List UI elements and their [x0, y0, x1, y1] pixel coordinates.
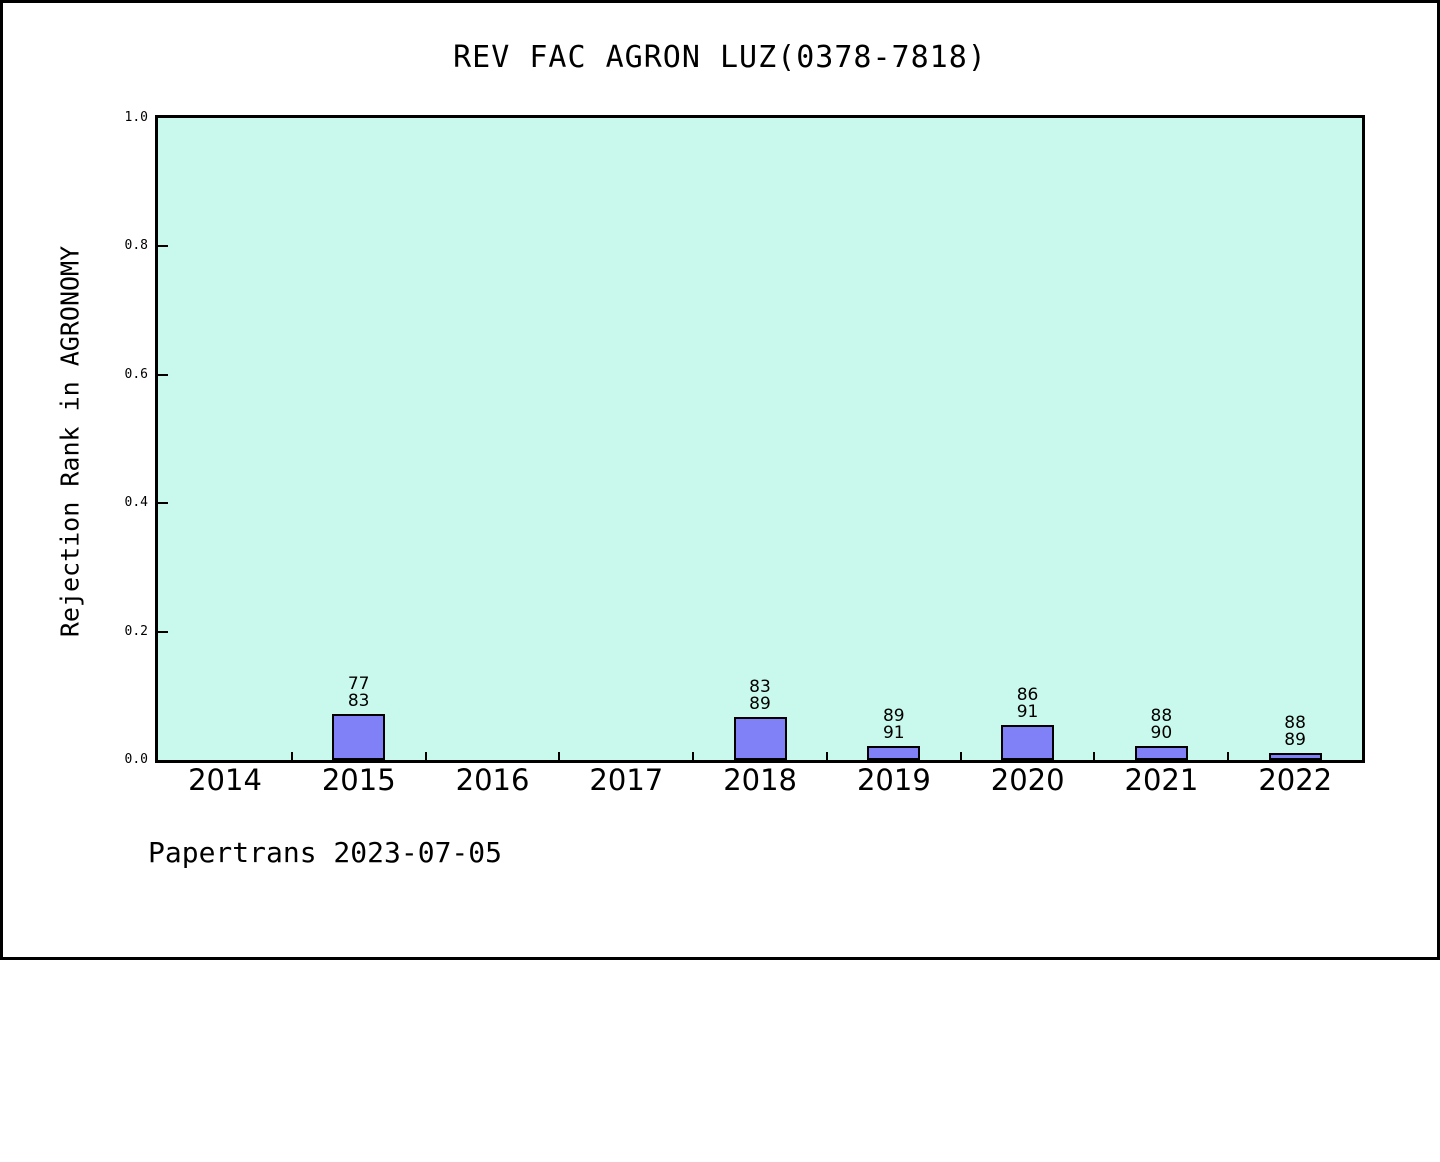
y-axis-label: Rejection Rank in AGRONOMY: [55, 245, 85, 638]
plot-area: [155, 115, 1365, 763]
x-category-label-2019: 2019: [856, 763, 931, 797]
y-tick-label: 0.6: [124, 366, 148, 382]
y-tick-label: 0.2: [124, 623, 148, 639]
bar-2018: [733, 716, 787, 760]
bar-2022: [1268, 752, 1322, 760]
x-tick-mark: [1227, 752, 1230, 760]
y-tick-mark: [158, 502, 168, 505]
bar-annotation-2022: 88 89: [1284, 712, 1306, 750]
bar-2015: [332, 713, 386, 760]
x-category-label-2020: 2020: [990, 763, 1065, 797]
x-category-label-2016: 2016: [455, 763, 530, 797]
x-tick-mark: [959, 752, 962, 760]
y-tick-mark: [158, 373, 168, 376]
x-tick-mark: [825, 752, 828, 760]
chart-window: { "window": { "background": "#ffffff", "…: [0, 0, 1440, 960]
y-tick-mark: [158, 245, 168, 248]
x-tick-mark: [290, 752, 293, 760]
bar-annotation-2018: 83 89: [749, 676, 771, 714]
y-tick-label: 0.8: [124, 238, 148, 254]
x-category-label-2018: 2018: [723, 763, 798, 797]
x-category-label-2017: 2017: [589, 763, 664, 797]
x-tick-mark: [1093, 752, 1096, 760]
x-category-label-2015: 2015: [321, 763, 396, 797]
bar-2019: [867, 745, 921, 760]
y-tick-label: 0.4: [124, 495, 148, 511]
x-category-label-2021: 2021: [1124, 763, 1199, 797]
y-tick-mark: [158, 630, 168, 633]
x-category-label-2014: 2014: [188, 763, 262, 797]
x-tick-mark: [558, 752, 561, 760]
bar-annotation-2019: 89 91: [882, 705, 905, 743]
image-border: [0, 0, 1440, 960]
x-tick-mark: [692, 752, 695, 760]
chart-title: REV FAC AGRON LUZ(0378-7818): [453, 40, 987, 75]
y-tick-label: 0.0: [124, 752, 148, 767]
bar-2021: [1134, 745, 1188, 760]
bar-annotation-2021: 88 90: [1150, 705, 1173, 743]
y-tick-label: 1.0: [124, 110, 148, 125]
x-tick-mark: [424, 752, 427, 760]
bar-annotation-2015: 77 83: [347, 673, 370, 711]
bar-2020: [1001, 724, 1055, 760]
footer-watermark: Papertrans 2023-07-05: [148, 836, 503, 869]
x-category-label-2022: 2022: [1258, 763, 1333, 797]
bar-annotation-2020: 86 91: [1016, 684, 1039, 722]
